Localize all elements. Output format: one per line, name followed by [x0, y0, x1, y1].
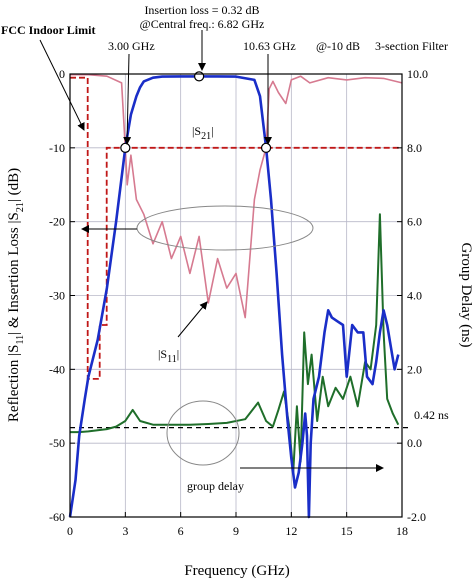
fcc-arrow	[39, 39, 85, 131]
x-tick-label-0: 0	[67, 524, 73, 538]
right-y-tick-label-1: 8.0	[407, 141, 422, 155]
left-y-tick-label-4: -40	[49, 362, 65, 376]
marker-point-2	[260, 142, 272, 153]
left-y-tick-label-1: -10	[49, 141, 65, 155]
minus-10db-annotation: @-10 dB	[316, 39, 360, 53]
x-tick-label-4: 12	[285, 524, 297, 538]
s21-annotation-main: |S	[192, 124, 201, 138]
x-tick-label-5: 15	[341, 524, 353, 538]
left-y-tick-label-6: -60	[49, 510, 65, 524]
left-y-tick-label-5: -50	[49, 436, 65, 450]
insertion-loss-annotation-line1: Insertion loss = 0.32 dB	[144, 3, 259, 17]
filter-type-annotation: 3-section Filter	[375, 39, 448, 53]
right-y-tick-label-6: -2.0	[407, 510, 426, 524]
x-tick-label-2: 6	[178, 524, 184, 538]
group-delay-annotation: group delay	[187, 479, 244, 493]
series-layer	[68, 71, 412, 519]
s11-label-arrow	[177, 301, 208, 338]
series-s11	[70, 73, 403, 319]
s11-annotation: |S11|	[158, 347, 179, 365]
left-y-axis-title: Reflection |S11| & Insertion Loss |S21| …	[6, 168, 26, 422]
left-y-axis-title-part1: Reflection |S	[6, 345, 22, 423]
fcc-limit-annotation: FCC Indoor Limit	[1, 23, 95, 37]
s11-annotation-main: |S	[158, 347, 167, 361]
s21-annotation: |S21|	[192, 124, 213, 142]
low-cutoff-annotation: 3.00 GHz	[108, 39, 155, 53]
high-cutoff-annotation: 10.63 GHz	[243, 39, 296, 53]
x-tick-label-3: 9	[233, 524, 239, 538]
left-y-tick-label-3: -30	[49, 289, 65, 303]
group-delay-ellipse	[166, 400, 240, 466]
x-tick-label-1: 3	[122, 524, 128, 538]
right-y-tick-label-2: 6.0	[407, 215, 422, 229]
axis-ticks: 0 3 6 9 12 15 18 0 -10 -20 -30 -40 -50 -60 10.0 8.0 6.0 4…	[49, 67, 428, 538]
s21-annotation-end: |	[211, 124, 213, 138]
group-delay-value-annotation: 0.42 ns	[414, 408, 449, 422]
x-axis-title: Frequency (GHz)	[184, 563, 289, 579]
left-y-axis-title-part3: | (dB)	[6, 168, 22, 202]
series-s21	[68, 75, 400, 519]
s11-annotation-sub: 11	[167, 354, 177, 365]
marker-point-0	[120, 142, 131, 153]
annotation-shapes	[39, 30, 384, 472]
series-fcc-limit	[70, 76, 402, 380]
s21-annotation-sub: 21	[201, 131, 211, 142]
left-y-tick-label-2: -20	[49, 215, 65, 229]
left-y-axis-title-sub2: 21	[15, 202, 26, 212]
right-y-tick-label-3: 4.0	[407, 289, 422, 303]
s11-annotation-end: |	[177, 347, 179, 361]
s11-ellipse	[136, 205, 314, 251]
insertion-loss-annotation-line2: @Central freq.: 6.82 GHz	[140, 17, 265, 31]
left-y-tick-label-0: 0	[59, 67, 65, 81]
right-y-tick-label-4: 2.0	[407, 362, 422, 376]
x-tick-label-6: 18	[396, 524, 408, 538]
grid-lines	[69, 73, 403, 518]
low-cutoff-arrow	[123, 53, 132, 145]
right-y-tick-label-5: 0.0	[407, 436, 422, 450]
left-y-axis-title-sub1: 11	[15, 335, 26, 345]
right-y-axis-title: Group Delay (ns)	[458, 243, 474, 348]
left-y-axis-title-part2: | & Insertion Loss |S	[6, 212, 22, 335]
right-y-tick-label-0: 10.0	[407, 67, 428, 81]
marker-point-1	[194, 71, 205, 82]
